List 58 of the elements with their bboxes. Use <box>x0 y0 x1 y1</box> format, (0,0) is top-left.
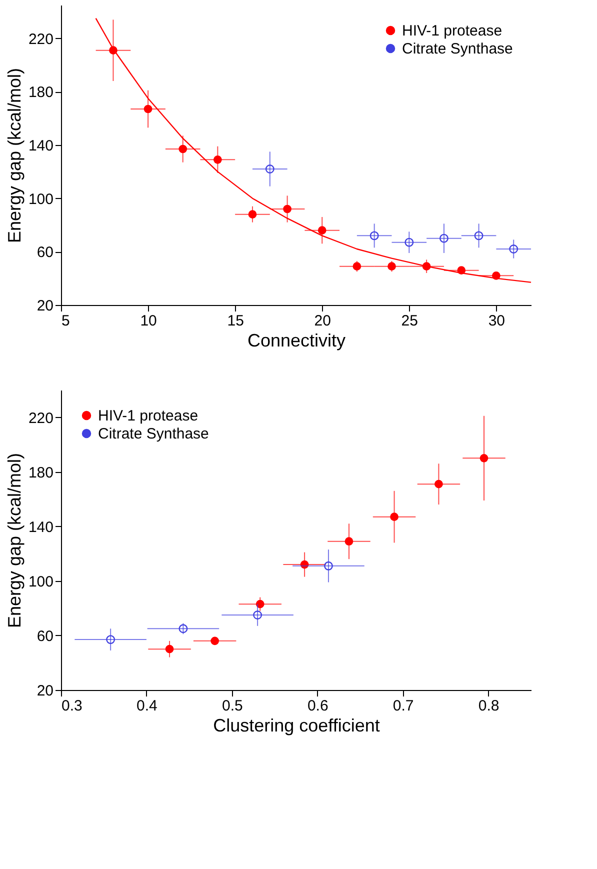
x-axis-title: Connectivity <box>247 330 346 350</box>
x-tick-label: 0.6 <box>307 698 328 714</box>
x-tick-label: 0.5 <box>222 698 243 714</box>
point <box>434 480 443 488</box>
point <box>439 234 448 243</box>
x-tick-label: 20 <box>314 312 331 330</box>
x-tick-label: 0.3 <box>62 698 82 714</box>
y-axis-title: Energy gap (kcal/mol) <box>4 68 24 244</box>
y-axis-title: Energy gap (kcal/mol) <box>4 452 24 628</box>
legend-label: HIV-1 protease <box>98 408 198 424</box>
point <box>178 144 188 154</box>
x-tick-label: 25 <box>401 312 418 330</box>
y-tick-label: 140 <box>28 518 54 536</box>
y-tick-label: 220 <box>28 30 54 48</box>
x-tick-label: 15 <box>227 312 244 330</box>
y-tick-label: 60 <box>36 244 54 262</box>
point <box>253 610 262 620</box>
point <box>248 210 257 219</box>
point <box>390 512 398 521</box>
point <box>474 231 484 240</box>
point <box>352 262 362 271</box>
y-tick-label: 100 <box>28 573 54 590</box>
x-tick-label: 0.4 <box>136 698 158 714</box>
point <box>213 155 222 164</box>
y-tick-label: 20 <box>36 682 54 700</box>
y-tick-label: 180 <box>28 84 54 102</box>
point <box>210 636 219 646</box>
point <box>283 204 292 214</box>
x-tick-label: 5 <box>62 312 70 330</box>
x-tick-label: 10 <box>140 312 157 330</box>
y-tick-label: 60 <box>36 628 54 645</box>
point <box>480 454 488 462</box>
line-series <box>95 18 532 283</box>
point <box>318 226 326 235</box>
point <box>404 238 414 247</box>
point <box>388 262 396 271</box>
point <box>370 231 379 240</box>
y-tick-label: 180 <box>28 464 54 482</box>
y-tick-label: 20 <box>36 298 54 314</box>
point <box>178 624 188 634</box>
legend-label: Citrate Synthase <box>402 40 513 58</box>
point <box>344 537 354 546</box>
x-axis-title: Clustering coefficient <box>213 716 380 736</box>
x-tick-label: 0.7 <box>392 698 414 714</box>
point <box>106 635 116 644</box>
x-tick-label: 30 <box>488 312 506 330</box>
point <box>165 644 174 654</box>
point <box>144 104 152 114</box>
y-tick-label: 140 <box>28 138 54 154</box>
y-tick-label: 100 <box>28 190 54 208</box>
legend-label: Citrate Synthase <box>98 426 209 442</box>
legend-label: HIV-1 protease <box>402 22 502 40</box>
point <box>324 561 333 570</box>
point <box>256 600 264 608</box>
y-tick-label: 220 <box>28 410 54 427</box>
point <box>265 164 274 174</box>
point <box>509 244 518 254</box>
x-tick-label: 0.8 <box>478 698 500 714</box>
